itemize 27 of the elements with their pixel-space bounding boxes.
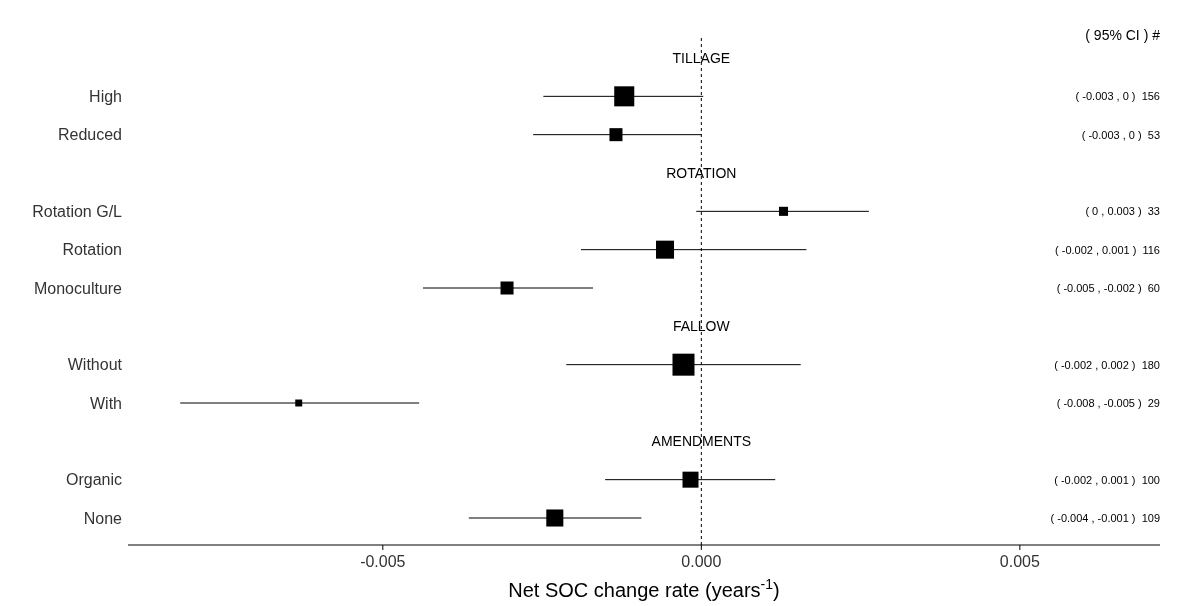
y-tick-label: Rotation G/L [32,202,123,220]
annotation: ROTATION [666,165,737,181]
y-tick-label: Organic [65,471,122,489]
x-tick-label: 0.000 [681,553,722,570]
annotation: ( -0.003 , 0 ) 156 [1075,90,1160,103]
x-tick-label: 0.005 [999,553,1040,570]
annotation: ( -0.004 , -0.001 ) 109 [1050,511,1160,524]
x-tick-label: -0.005 [360,553,406,570]
y-tick-label: Reduced [57,126,122,144]
annotation: ( -0.002 , 0.002 ) 180 [1054,358,1160,371]
x-axis-title: Net SOC change rate (years$^{-1}$) [508,576,780,601]
annotation: ( -0.002 , 0.001 ) 100 [1054,473,1160,486]
annotation: AMENDMENTS [651,433,752,450]
annotation: ( -0.005 , -0.002 ) 60 [1056,281,1160,294]
y-tick-label: High [89,87,122,105]
y-tick-label: Monoculture [33,279,123,297]
annotation: TILLAGE [672,50,731,66]
annotation: FALLOW [672,318,731,335]
y-tick-label: Rotation [62,241,122,259]
annotation: ( -0.003 , 0 ) 53 [1081,128,1160,141]
y-tick-label: None [83,509,123,527]
annotation: ( -0.008 , -0.005 ) 29 [1056,396,1160,409]
annotation: ( 0 , 0.003 ) 33 [1085,205,1160,218]
annotation: ( -0.002 , 0.001 ) 116 [1055,243,1160,256]
y-tick-label: Without [67,356,123,374]
annotation: ( 95% CI ) # [1085,27,1161,43]
y-tick-label: With [90,394,122,412]
